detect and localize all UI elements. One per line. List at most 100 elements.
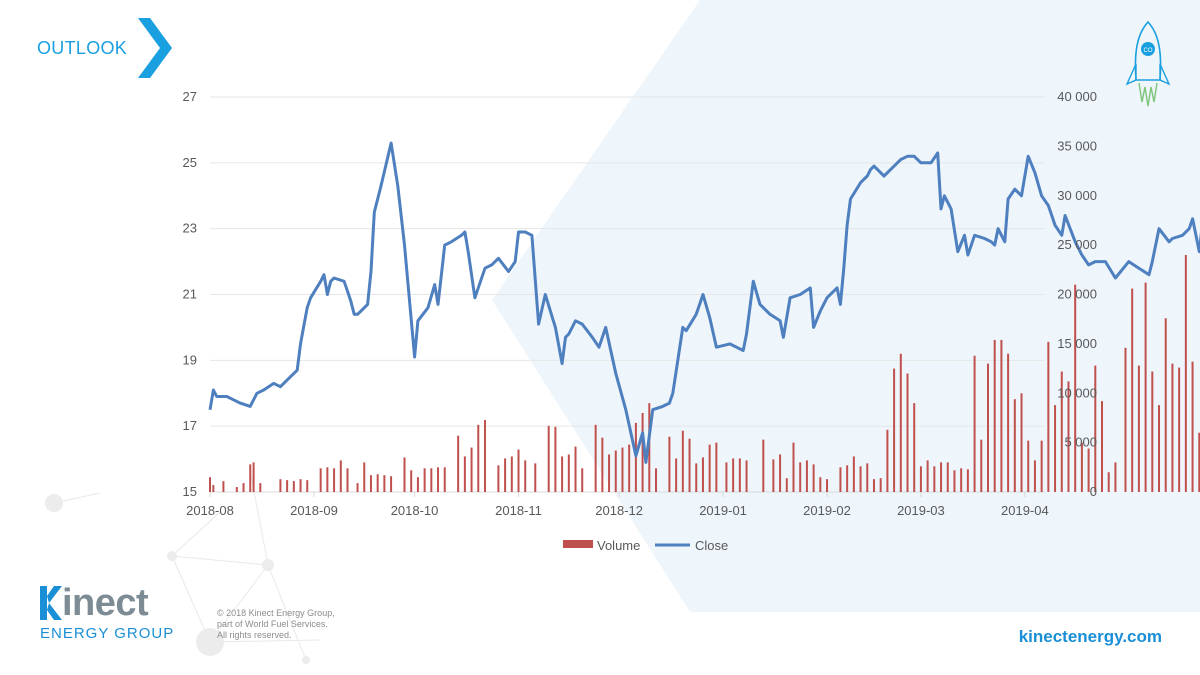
copyright-line: All rights reserved. bbox=[217, 630, 292, 640]
volume-bar bbox=[940, 462, 943, 492]
y-left-tick-label: 15 bbox=[183, 484, 197, 499]
volume-bar bbox=[1144, 282, 1147, 492]
volume-bar bbox=[1013, 399, 1016, 492]
volume-bar bbox=[819, 477, 822, 492]
volume-bar bbox=[641, 413, 644, 492]
website-link[interactable]: kinectenergy.com bbox=[1018, 627, 1162, 646]
volume-bar bbox=[517, 449, 520, 492]
volume-bar bbox=[574, 446, 577, 492]
volume-bar bbox=[581, 468, 584, 492]
volume-bar bbox=[1198, 432, 1200, 492]
network-nodes bbox=[45, 494, 310, 664]
volume-bar bbox=[363, 462, 366, 492]
volume-bar bbox=[376, 474, 379, 492]
volume-bar bbox=[212, 485, 215, 492]
volume-bar bbox=[846, 465, 849, 492]
volume-bar bbox=[470, 447, 473, 492]
chevron-right-icon bbox=[138, 18, 172, 78]
section-title: OUTLOOK bbox=[37, 38, 128, 58]
volume-bar bbox=[1074, 284, 1077, 492]
volume-bar bbox=[504, 458, 507, 492]
volume-bar bbox=[1047, 341, 1050, 492]
x-tick-label: 2019-04 bbox=[1001, 503, 1049, 518]
chart-legend: Volume Close bbox=[563, 538, 728, 553]
volume-bar bbox=[701, 457, 704, 492]
volume-bar bbox=[259, 483, 262, 492]
y-left-tick-label: 19 bbox=[183, 352, 197, 367]
volume-bar bbox=[872, 479, 875, 492]
volume-bar bbox=[953, 470, 956, 492]
volume-bar bbox=[839, 467, 842, 492]
volume-bar bbox=[443, 467, 446, 492]
volume-bar bbox=[279, 479, 282, 492]
x-axis: 2018-08 2018-09 2018-10 2018-11 2018-12 2019-… bbox=[186, 492, 1049, 518]
volume-bar bbox=[510, 456, 513, 492]
legend-label-close: Close bbox=[695, 538, 728, 553]
volume-bar bbox=[715, 442, 718, 492]
logo-subtitle: ENERGY GROUP bbox=[40, 625, 175, 642]
volume-bar bbox=[333, 468, 336, 492]
volume-bar bbox=[416, 477, 419, 492]
volume-bar bbox=[738, 458, 741, 492]
volume-bar bbox=[477, 424, 480, 492]
x-tick-label: 2019-02 bbox=[803, 503, 851, 518]
kinect-k-icon bbox=[40, 586, 62, 620]
volume-bar bbox=[675, 458, 678, 492]
volume-bar bbox=[1080, 442, 1083, 492]
volume-bar bbox=[463, 456, 466, 492]
volume-bar bbox=[369, 475, 372, 492]
y-right-tick-label: 25 000 bbox=[1057, 237, 1097, 252]
volume-bar bbox=[708, 444, 711, 492]
volume-bar bbox=[286, 480, 289, 492]
volume-bar bbox=[973, 355, 976, 492]
y-right-tick-label: 10 000 bbox=[1057, 385, 1097, 400]
volume-bar bbox=[339, 460, 342, 492]
volume-bar bbox=[390, 476, 393, 492]
volume-bar bbox=[866, 463, 869, 492]
volume-bar bbox=[423, 468, 426, 492]
volume-bar bbox=[668, 436, 671, 492]
chart-grid bbox=[210, 96, 1045, 493]
volume-bar bbox=[554, 426, 557, 492]
volume-bar bbox=[483, 419, 486, 492]
volume-bar bbox=[799, 462, 802, 492]
volume-bar bbox=[762, 439, 765, 492]
volume-bar bbox=[601, 437, 604, 492]
x-tick-label: 2019-03 bbox=[897, 503, 945, 518]
volume-bar bbox=[1107, 472, 1110, 492]
volume-bar bbox=[437, 467, 440, 492]
volume-bar bbox=[1000, 339, 1003, 492]
volume-bar bbox=[242, 483, 245, 492]
volume-bar bbox=[732, 458, 735, 492]
volume-bar bbox=[1151, 371, 1154, 492]
volume-bar bbox=[1020, 393, 1023, 492]
volume-bar bbox=[852, 456, 855, 492]
logo-wordmark: inect bbox=[62, 582, 149, 624]
volume-bar bbox=[249, 464, 252, 492]
volume-bar bbox=[906, 373, 909, 492]
volume-bar bbox=[1158, 405, 1161, 492]
volume-bar bbox=[1027, 440, 1030, 492]
volume-bar bbox=[1114, 462, 1117, 492]
volume-bar bbox=[745, 460, 748, 492]
volume-bar bbox=[319, 468, 322, 492]
volume-bar bbox=[497, 465, 500, 492]
volume-bar bbox=[785, 478, 788, 492]
volume-bar bbox=[252, 462, 255, 492]
volume-bar bbox=[567, 454, 570, 492]
volume-bar bbox=[960, 468, 963, 492]
volume-bar bbox=[383, 475, 386, 492]
volume-bar bbox=[899, 353, 902, 492]
volume-bar bbox=[1171, 363, 1174, 492]
volume-bar bbox=[1131, 288, 1134, 492]
volume-bar bbox=[547, 425, 550, 492]
volume-bar bbox=[859, 466, 862, 492]
volume-bar bbox=[299, 479, 302, 492]
volume-bar bbox=[826, 479, 829, 492]
volume-bar bbox=[524, 460, 527, 492]
volume-bar bbox=[634, 422, 637, 492]
volume-bar bbox=[430, 468, 433, 492]
x-tick-label: 2018-09 bbox=[290, 503, 338, 518]
